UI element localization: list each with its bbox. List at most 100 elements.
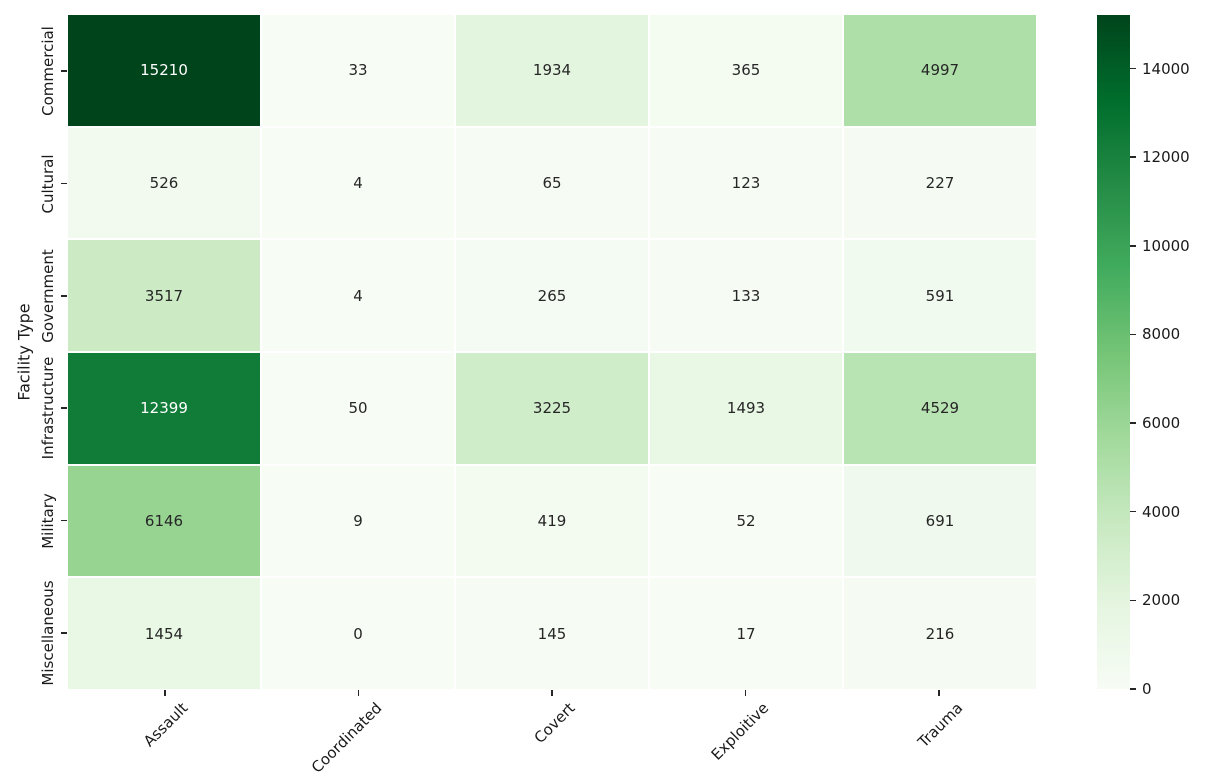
colorbar-tick-mark <box>1130 67 1136 70</box>
colorbar-tick-label: 14000 <box>1142 59 1190 78</box>
cell-value: 0 <box>353 624 363 643</box>
cell-value: 227 <box>925 173 955 192</box>
heatmap-cell-cultural-coordinated: 4 <box>262 127 454 239</box>
heatmap-cell-infrastructure-coordinated: 50 <box>262 352 454 464</box>
cell-value: 591 <box>925 286 955 305</box>
cell-value: 526 <box>149 173 179 192</box>
x-tick-mark <box>164 690 166 696</box>
heatmap-cell-miscellaneous-coordinated: 0 <box>262 578 454 689</box>
heatmap-cell-cultural-trauma: 227 <box>844 127 1036 239</box>
colorbar-tick-label: 12000 <box>1142 148 1190 167</box>
x-tick-mark <box>551 690 553 696</box>
x-tick-label-covert: Covert <box>530 699 579 747</box>
colorbar-tick-label: 0 <box>1142 680 1152 698</box>
colorbar-tick-label: 6000 <box>1142 414 1181 433</box>
heatmap-cell-infrastructure-trauma: 4529 <box>844 352 1036 464</box>
cell-value: 419 <box>537 511 567 530</box>
heatmap-cell-miscellaneous-exploitive: 17 <box>650 578 842 689</box>
heatmap-cell-military-coordinated: 9 <box>262 465 454 577</box>
cell-value: 33 <box>348 61 368 80</box>
heatmap-cell-miscellaneous-trauma: 216 <box>844 578 1036 689</box>
y-tick-label-cultural: Cultural <box>39 153 57 214</box>
cell-value: 4 <box>353 173 363 192</box>
cell-value: 4997 <box>920 61 960 80</box>
y-tick-mark <box>61 295 67 297</box>
cell-value: 216 <box>925 624 955 643</box>
cell-value: 15210 <box>140 61 188 80</box>
x-tick-label-trauma: Trauma <box>913 699 966 752</box>
heatmap-cell-government-assault: 3517 <box>68 240 260 351</box>
colorbar-tick-label: 10000 <box>1142 236 1190 255</box>
heatmap-cell-government-coordinated: 4 <box>262 240 454 351</box>
heatmap-cell-cultural-covert: 65 <box>456 127 648 239</box>
colorbar-tick-mark <box>1130 688 1136 690</box>
colorbar-tick-mark <box>1130 333 1136 336</box>
cell-value: 4529 <box>920 399 960 418</box>
heatmap-cell-commercial-trauma: 4997 <box>844 15 1036 126</box>
y-tick-mark <box>61 407 67 409</box>
y-tick-mark <box>61 519 67 522</box>
heatmap-cell-infrastructure-covert: 3225 <box>456 352 648 464</box>
colorbar-tick-mark <box>1130 245 1136 247</box>
cell-value: 123 <box>731 173 761 192</box>
cell-value: 65 <box>542 173 562 192</box>
heatmap-cell-government-covert: 265 <box>456 240 648 351</box>
heatmap-cell-commercial-assault: 15210 <box>68 15 260 126</box>
x-tick-mark <box>357 690 360 696</box>
heatmap-cell-military-covert: 419 <box>456 465 648 577</box>
y-tick-label-infrastructure: Infrastructure <box>39 356 57 460</box>
cell-value: 145 <box>537 624 567 643</box>
heatmap-cell-infrastructure-assault: 12399 <box>68 352 260 464</box>
colorbar-tick-mark <box>1130 156 1136 158</box>
cell-value: 6146 <box>144 511 184 530</box>
cell-value: 691 <box>925 511 955 530</box>
heatmap-cell-government-exploitive: 133 <box>650 240 842 351</box>
heatmap-cell-commercial-covert: 1934 <box>456 15 648 126</box>
heatmap-cell-cultural-exploitive: 123 <box>650 127 842 239</box>
y-tick-label-miscellaneous: Miscellaneous <box>39 580 57 686</box>
cell-value: 3225 <box>532 399 572 418</box>
colorbar-tick-label: 2000 <box>1142 591 1181 610</box>
heatmap-cell-military-trauma: 691 <box>844 465 1036 577</box>
heatmap-cell-commercial-exploitive: 365 <box>650 15 842 126</box>
x-tick-label-assault: Assault <box>140 699 192 751</box>
cell-value: 265 <box>537 286 567 305</box>
y-tick-label-military: Military <box>39 492 57 549</box>
cell-value: 4 <box>353 286 363 305</box>
heatmap-cell-infrastructure-exploitive: 1493 <box>650 352 842 464</box>
y-axis-label: Facility Type <box>14 303 34 401</box>
heatmap-cell-government-trauma: 591 <box>844 240 1036 351</box>
cell-value: 12399 <box>140 399 188 418</box>
cell-value: 50 <box>348 399 368 418</box>
cell-value: 9 <box>353 511 363 530</box>
heatmap-grid: 15210 33 1934 365 4997 526 4 65 123 227 3517 4 265 13… <box>68 15 1036 689</box>
cell-value: 133 <box>731 286 761 305</box>
heatmap-cell-miscellaneous-assault: 1454 <box>68 578 260 689</box>
x-tick-mark <box>744 690 747 696</box>
cell-value: 1493 <box>726 399 766 418</box>
heatmap-cell-cultural-assault: 526 <box>68 127 260 239</box>
cell-value: 1454 <box>144 624 184 643</box>
cell-value: 3517 <box>144 286 184 305</box>
heatmap-cell-commercial-coordinated: 33 <box>262 15 454 126</box>
y-tick-mark <box>61 632 67 634</box>
x-tick-label-exploitive: Exploitive <box>707 699 773 764</box>
cell-value: 365 <box>731 61 761 80</box>
y-tick-mark <box>61 70 67 72</box>
colorbar-tick-label: 4000 <box>1142 502 1181 521</box>
y-tick-label-government: Government <box>39 249 57 343</box>
heatmap-cell-military-assault: 6146 <box>68 465 260 577</box>
heatmap-cell-miscellaneous-covert: 145 <box>456 578 648 689</box>
x-tick-mark <box>938 690 940 696</box>
cell-value: 17 <box>736 624 756 643</box>
colorbar-tick-mark <box>1130 422 1136 424</box>
colorbar-tick-label: 8000 <box>1142 325 1181 344</box>
heatmap-cell-military-exploitive: 52 <box>650 465 842 577</box>
cell-value: 52 <box>736 511 756 530</box>
colorbar-gradient <box>1097 15 1130 689</box>
colorbar-tick-mark <box>1130 510 1136 513</box>
cell-value: 1934 <box>532 61 572 80</box>
y-tick-mark <box>61 182 67 185</box>
y-tick-label-commercial: Commercial <box>39 26 57 117</box>
